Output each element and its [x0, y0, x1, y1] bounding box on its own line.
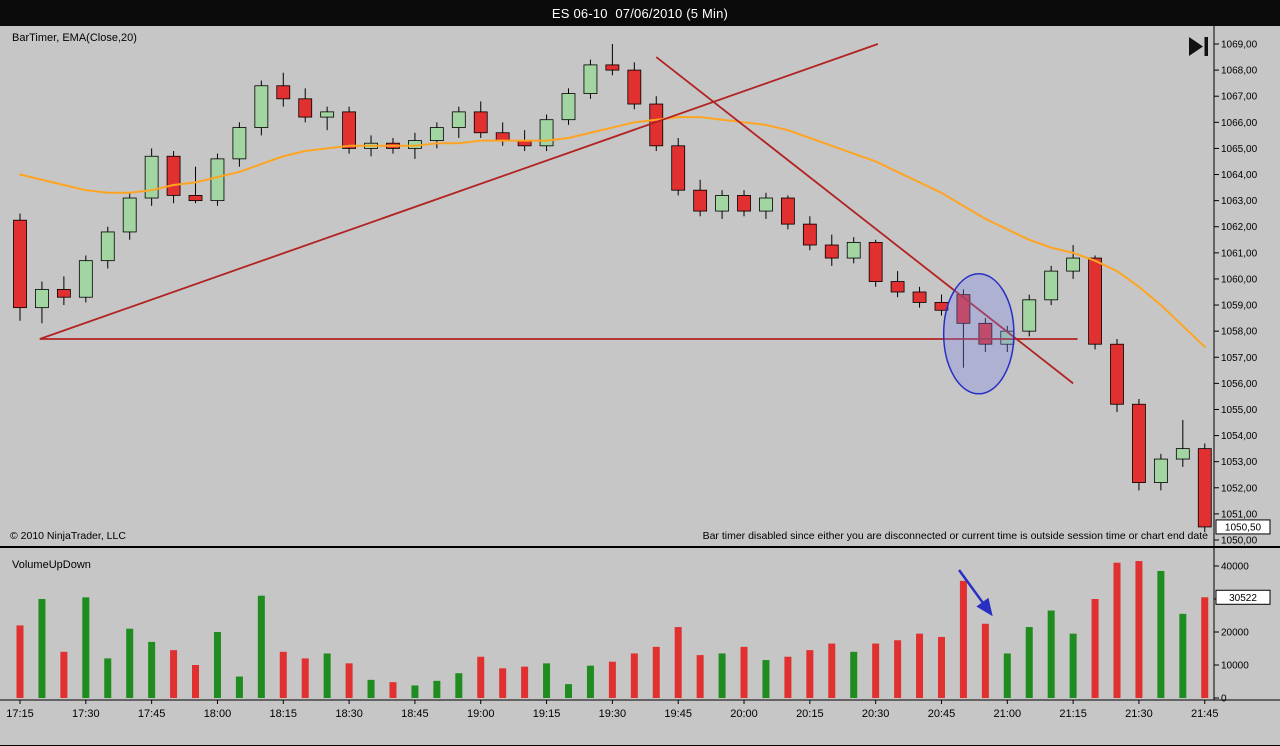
- svg-text:1069,00: 1069,00: [1221, 40, 1258, 51]
- svg-text:19:30: 19:30: [599, 708, 627, 720]
- svg-text:19:15: 19:15: [533, 708, 561, 720]
- title-bar: ES 06-10 07/06/2010 (5 Min): [0, 0, 1280, 26]
- svg-text:1054,00: 1054,00: [1221, 431, 1258, 442]
- svg-text:21:15: 21:15: [1059, 708, 1087, 720]
- svg-text:20:00: 20:00: [730, 708, 758, 720]
- svg-text:1067,00: 1067,00: [1221, 92, 1258, 103]
- svg-text:1057,00: 1057,00: [1221, 353, 1258, 364]
- svg-text:1060,00: 1060,00: [1221, 274, 1258, 285]
- svg-text:17:30: 17:30: [72, 708, 100, 720]
- svg-text:18:30: 18:30: [335, 708, 363, 720]
- price-axis-labels: 1050,00 1051,00 1052,00 1053,00 1054,00 1055,…: [1214, 40, 1258, 546]
- svg-text:18:00: 18:00: [204, 708, 232, 720]
- svg-text:21:45: 21:45: [1191, 708, 1219, 720]
- svg-text:20000: 20000: [1221, 628, 1249, 639]
- svg-text:18:15: 18:15: [270, 708, 298, 720]
- svg-text:19:00: 19:00: [467, 708, 495, 720]
- svg-text:17:45: 17:45: [138, 708, 166, 720]
- svg-text:1066,00: 1066,00: [1221, 118, 1258, 129]
- chart-title: ES 06-10 07/06/2010 (5 Min): [551, 5, 729, 21]
- svg-text:10000: 10000: [1221, 661, 1249, 672]
- svg-text:1068,00: 1068,00: [1221, 66, 1258, 77]
- volume-marker: 30522: [1215, 589, 1271, 605]
- time-axis-labels: 17:15 17:30 17:45 18:00 18:15 18:30 18:45 19:00…: [6, 700, 1219, 720]
- go-to-end-icon[interactable]: [1189, 37, 1208, 56]
- price-marker: 1050,50: [1215, 519, 1271, 535]
- svg-text:1050,50: 1050,50: [1225, 522, 1262, 533]
- svg-text:1050,00: 1050,00: [1221, 535, 1258, 546]
- svg-text:40000: 40000: [1221, 562, 1249, 573]
- candlesticks: [13, 44, 1212, 533]
- ema-line: [19, 116, 1206, 348]
- svg-text:1062,00: 1062,00: [1221, 222, 1258, 233]
- svg-text:0: 0: [1221, 694, 1227, 705]
- svg-text:1056,00: 1056,00: [1221, 379, 1258, 390]
- svg-text:1061,00: 1061,00: [1221, 248, 1258, 259]
- svg-text:17:15: 17:15: [6, 708, 34, 720]
- volume-axis-labels: 010000200003000040000: [1214, 562, 1249, 705]
- arrow-annotation: [958, 569, 993, 617]
- chart-area: 1050,00 1051,00 1052,00 1053,00 1054,00 1055,…: [0, 26, 1280, 746]
- svg-text:1052,00: 1052,00: [1221, 483, 1258, 494]
- svg-text:20:45: 20:45: [928, 708, 956, 720]
- svg-text:1053,00: 1053,00: [1221, 457, 1258, 468]
- svg-text:1058,00: 1058,00: [1221, 327, 1258, 338]
- chart-canvas[interactable]: 1050,00 1051,00 1052,00 1053,00 1054,00 1055,…: [0, 26, 1280, 746]
- svg-text:1064,00: 1064,00: [1221, 170, 1258, 181]
- svg-text:21:00: 21:00: [994, 708, 1022, 720]
- svg-text:30522: 30522: [1229, 593, 1257, 604]
- panel-borders: [0, 26, 1280, 746]
- svg-text:1059,00: 1059,00: [1221, 301, 1258, 312]
- svg-text:21:30: 21:30: [1125, 708, 1153, 720]
- svg-text:20:15: 20:15: [796, 708, 824, 720]
- ellipse-annotation: [942, 272, 1015, 395]
- svg-text:19:45: 19:45: [664, 708, 692, 720]
- trend-lines: [39, 43, 1078, 385]
- svg-text:1055,00: 1055,00: [1221, 405, 1258, 416]
- svg-text:1065,00: 1065,00: [1221, 144, 1258, 155]
- svg-text:18:45: 18:45: [401, 708, 429, 720]
- volume-bars: [16, 561, 1209, 698]
- svg-text:1051,00: 1051,00: [1221, 509, 1258, 520]
- svg-text:20:30: 20:30: [862, 708, 890, 720]
- svg-text:1063,00: 1063,00: [1221, 196, 1258, 207]
